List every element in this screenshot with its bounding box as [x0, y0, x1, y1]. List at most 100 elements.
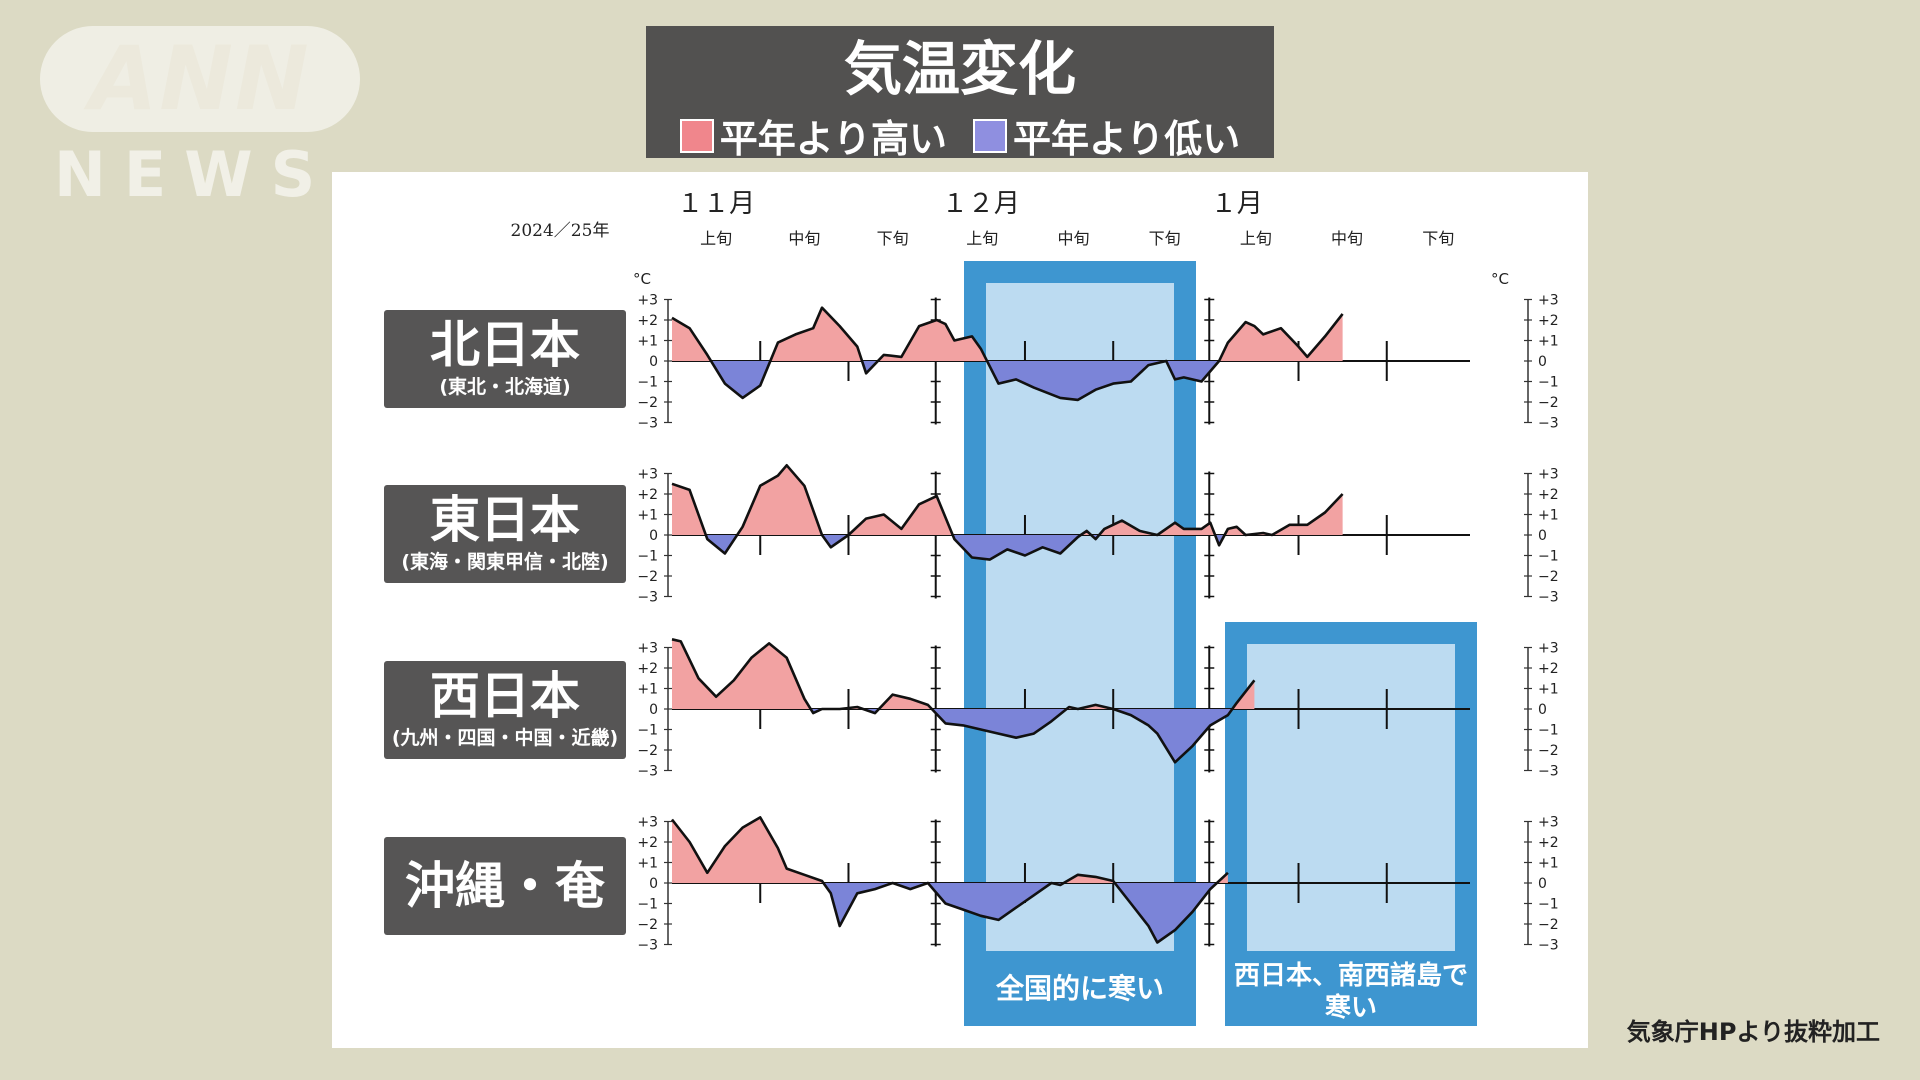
legend-item-below: 平年より低い — [973, 108, 1240, 163]
y-tick-label: −3 — [1538, 938, 1559, 954]
y-tick-label: −1 — [1538, 897, 1559, 913]
region-label-north: 北日本 (東北・北海道) — [384, 310, 626, 408]
region-name-west: 西日本 — [430, 667, 580, 725]
dekad-label: 下旬 — [1149, 229, 1181, 248]
y-tick-label: −2 — [1538, 743, 1559, 759]
y-tick-label: −2 — [637, 743, 658, 759]
y-tick-label: +3 — [637, 641, 658, 657]
title-box: 気温変化 平年より高い 平年より低い — [646, 26, 1274, 161]
y-tick-label: +1 — [637, 508, 658, 524]
y-tick-label: +1 — [637, 334, 658, 350]
y-tick-label: −2 — [637, 569, 658, 585]
region-label-okinawa: 沖縄・奄美 — [384, 837, 626, 1013]
region-label-west: 西日本 (九州・四国・中国・近畿) — [384, 661, 626, 759]
y-tick-label: 0 — [649, 702, 658, 718]
source-credit: 気象庁HPより抜粋加工 — [1626, 1018, 1880, 1046]
y-tick-label: +2 — [637, 313, 658, 329]
y-tick-label: −1 — [637, 375, 658, 391]
y-tick-label: −2 — [637, 395, 658, 411]
dekad-label: 下旬 — [877, 229, 909, 248]
region-name-east: 東日本 — [430, 491, 580, 549]
y-tick-label: −1 — [1538, 723, 1559, 739]
y-tick-label: +3 — [637, 293, 658, 309]
y-tick-label: +2 — [637, 487, 658, 503]
area-above-normal — [672, 307, 1343, 361]
y-tick-label: +1 — [1538, 508, 1559, 524]
y-tick-label: −2 — [1538, 395, 1559, 411]
highlight-label: 全国的に寒い — [995, 972, 1164, 1005]
y-tick-label: +1 — [637, 856, 658, 872]
month-label: １月 — [1211, 189, 1263, 219]
y-tick-label: −3 — [637, 938, 658, 954]
dekad-label: 上旬 — [1240, 229, 1272, 248]
y-tick-label: +3 — [1538, 293, 1559, 309]
y-tick-label: −3 — [637, 590, 658, 606]
y-tick-label: +1 — [1538, 856, 1559, 872]
y-tick-label: −2 — [637, 917, 658, 933]
region-sub-west: (九州・四国・中国・近畿) — [391, 727, 619, 749]
y-tick-label: +2 — [637, 661, 658, 677]
y-tick-label: +3 — [1538, 815, 1559, 831]
area-above-normal — [672, 817, 1228, 883]
y-tick-label: −1 — [637, 723, 658, 739]
dekad-label: 中旬 — [1057, 229, 1089, 248]
y-tick-label: +3 — [1538, 467, 1559, 483]
y-tick-label: −3 — [1538, 764, 1559, 780]
unit-label-right: °C — [1491, 270, 1509, 288]
y-tick-label: +1 — [1538, 682, 1559, 698]
y-tick-label: +3 — [1538, 641, 1559, 657]
region-label-east: 東日本 (東海・関東甲信・北陸) — [384, 485, 626, 583]
y-tick-label: 0 — [1538, 528, 1547, 544]
y-tick-label: +3 — [637, 815, 658, 831]
y-tick-label: 0 — [649, 354, 658, 370]
chart-title: 気温変化 — [843, 35, 1076, 103]
month-label: １１月 — [677, 189, 755, 219]
dekad-label: 上旬 — [966, 229, 998, 248]
dekad-label: 上旬 — [700, 229, 732, 248]
y-tick-label: −2 — [1538, 569, 1559, 585]
area-below-normal — [672, 883, 1228, 943]
y-tick-label: −1 — [637, 549, 658, 565]
highlight-label: 西日本、南西諸島で — [1234, 960, 1468, 991]
legend-swatch-below — [973, 118, 1007, 153]
y-tick-label: 0 — [649, 528, 658, 544]
legend-label-below: 平年より低い — [1013, 117, 1241, 161]
series-line — [671, 306, 1344, 402]
y-tick-label: −3 — [1538, 416, 1559, 432]
dekad-label: 中旬 — [788, 229, 820, 248]
legend-label-above: 平年より高い — [719, 117, 947, 161]
y-tick-label: +1 — [637, 682, 658, 698]
y-tick-label: 0 — [1538, 702, 1547, 718]
y-tick-label: +1 — [1538, 334, 1559, 350]
area-above-normal — [672, 639, 1255, 709]
region-name-okinawa: 沖縄・奄美 — [405, 857, 605, 1013]
legend: 平年より高い 平年より低い — [646, 108, 1274, 163]
region-name-north: 北日本 — [430, 316, 580, 374]
y-tick-label: +2 — [1538, 487, 1559, 503]
y-tick-label: −3 — [637, 764, 658, 780]
month-label: １２月 — [942, 189, 1020, 219]
dekad-label: 下旬 — [1422, 229, 1454, 248]
legend-swatch-above — [679, 118, 714, 153]
dekad-label: 中旬 — [1331, 229, 1363, 248]
highlight-inner — [1247, 644, 1455, 951]
y-tick-label: +2 — [1538, 661, 1559, 677]
y-tick-label: +2 — [637, 835, 658, 851]
y-tick-label: −3 — [1538, 590, 1559, 606]
y-tick-label: 0 — [649, 876, 658, 892]
y-tick-label: −1 — [1538, 375, 1559, 391]
y-tick-label: −2 — [1538, 917, 1559, 933]
series-line — [671, 638, 1256, 764]
y-tick-label: +3 — [637, 467, 658, 483]
year-label: 2024／25年 — [511, 221, 610, 241]
y-tick-label: 0 — [1538, 876, 1547, 892]
legend-item-above: 平年より高い — [679, 108, 947, 163]
y-tick-label: 0 — [1538, 354, 1547, 370]
y-tick-label: −3 — [637, 416, 658, 432]
area-above-normal — [672, 465, 1343, 535]
area-below-normal — [672, 709, 1255, 763]
series-line — [670, 816, 1229, 944]
ann-news-logo: ANN NEWS — [40, 26, 360, 211]
area-below-normal — [672, 535, 1343, 560]
